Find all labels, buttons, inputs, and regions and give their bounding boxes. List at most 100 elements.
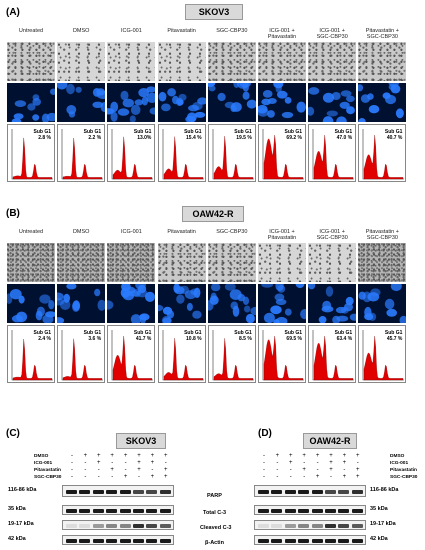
dapi-nuclei-image — [7, 83, 55, 122]
phase-contrast-image — [207, 42, 256, 81]
protein-band — [66, 539, 77, 543]
protein-band — [159, 524, 171, 528]
nucleus — [210, 284, 221, 292]
protein-band — [106, 539, 118, 543]
protein-band — [325, 509, 336, 513]
treatment-sign: + — [289, 460, 293, 466]
sub-g1-label: Sub G1 — [234, 330, 252, 336]
treatment-sign: + — [356, 474, 360, 480]
nucleus — [295, 284, 305, 289]
treatment-sign: + — [342, 474, 347, 480]
treatment-sign: + — [315, 453, 320, 459]
phase-contrast-image — [157, 42, 206, 81]
protein-band — [298, 524, 310, 528]
cell-cycle-histogram: Sub G1 69.2 % — [258, 124, 306, 182]
treatment-sign: + — [342, 460, 347, 466]
cell-cycle-histogram: Sub G1 47.0 % — [308, 124, 357, 182]
column-header: ICG-001 — [120, 229, 142, 235]
protein-band — [119, 509, 131, 513]
phase-contrast-image — [308, 42, 357, 81]
nucleus — [346, 106, 356, 115]
condition-label: ICG-001 — [34, 461, 53, 466]
nucleus — [261, 284, 274, 288]
nucleus — [16, 311, 28, 323]
blot-strip — [62, 485, 174, 497]
treatment-sign: - — [303, 460, 306, 466]
dapi-nuclei-image — [258, 83, 306, 122]
cell-cycle-histogram: Sub G1 69.5 % — [258, 325, 306, 383]
nucleus — [308, 284, 316, 290]
nucleus — [45, 311, 55, 318]
nucleus — [325, 286, 334, 297]
phase-contrast-image — [258, 42, 306, 81]
protein-band — [338, 539, 350, 543]
nucleus — [349, 313, 357, 321]
dapi-nuclei-image — [107, 83, 156, 122]
nucleus — [242, 296, 249, 305]
protein-band — [284, 509, 296, 513]
nucleus — [96, 88, 106, 96]
protein-band — [146, 524, 158, 528]
nucleus — [160, 103, 171, 112]
treatment-sign: + — [329, 453, 333, 459]
treatment-sign: - — [111, 474, 114, 480]
nucleus — [184, 115, 196, 122]
molecular-weight-label: 19-17 kDa — [8, 521, 34, 527]
protein-band — [92, 490, 104, 494]
sub-g1-value: 10.8 % — [186, 336, 202, 342]
histogram-fill — [364, 335, 404, 381]
treatment-sign: + — [150, 453, 155, 459]
dapi-nuclei-image — [157, 83, 206, 122]
nucleus — [367, 292, 380, 302]
treatment-sign: + — [164, 467, 168, 473]
phase-contrast-image — [57, 243, 106, 282]
nucleus — [121, 284, 132, 292]
protein-band — [119, 539, 131, 543]
protein-band — [311, 490, 323, 494]
sub-g1-readout: Sub G1 2.2 % — [84, 129, 102, 141]
nucleus — [138, 88, 150, 98]
blot-strip — [254, 505, 366, 515]
protein-band — [258, 539, 269, 543]
nucleus — [308, 106, 315, 116]
sub-g1-readout: Sub G1 13.0% — [134, 129, 152, 141]
protein-band — [298, 509, 310, 513]
treatment-sign: + — [137, 467, 141, 473]
treatment-sign: + — [110, 467, 114, 473]
protein-band — [66, 509, 77, 513]
nucleus — [243, 305, 251, 313]
nucleus — [75, 86, 82, 93]
protein-label-parp: PARP — [207, 493, 222, 499]
treatment-sign: - — [316, 467, 319, 473]
nucleus — [50, 88, 55, 95]
nucleus — [308, 87, 320, 95]
cell-cycle-histogram: Sub G1 3.6 % — [57, 325, 106, 383]
treatment-sign: - — [124, 460, 127, 466]
treatment-sign: - — [71, 453, 73, 459]
sub-g1-label: Sub G1 — [33, 129, 51, 135]
treatment-sign: + — [275, 453, 280, 459]
nucleus — [134, 99, 144, 106]
nucleus — [94, 288, 101, 297]
protein-band — [258, 524, 269, 528]
nucleus — [131, 104, 141, 115]
cell-cycle-histogram: Sub G1 15.4 % — [157, 124, 206, 182]
treatment-sign: - — [330, 474, 332, 480]
column-header: ICG-001 + SGC-CBP30 — [316, 28, 348, 40]
protein-band — [159, 490, 171, 494]
condition-label: SGC-CBP30 — [390, 475, 418, 480]
sub-g1-value: 8.5 % — [239, 336, 252, 342]
protein-band — [338, 490, 350, 494]
protein-band — [119, 490, 131, 494]
nucleus — [284, 308, 292, 316]
sub-g1-readout: Sub G1 63.4 % — [335, 330, 353, 342]
protein-band — [119, 524, 131, 528]
molecular-weight-label: 42 kDa — [8, 536, 26, 542]
treatment-sign: + — [302, 453, 306, 459]
nucleus — [207, 83, 214, 88]
protein-band — [271, 490, 283, 494]
sub-g1-readout: Sub G1 41.7 % — [134, 330, 152, 342]
cell-cycle-histogram: Sub G1 2.8 % — [7, 124, 55, 182]
sub-g1-readout: Sub G1 10.8 % — [184, 330, 202, 342]
molecular-weight-label: 42 kDa — [370, 536, 388, 542]
